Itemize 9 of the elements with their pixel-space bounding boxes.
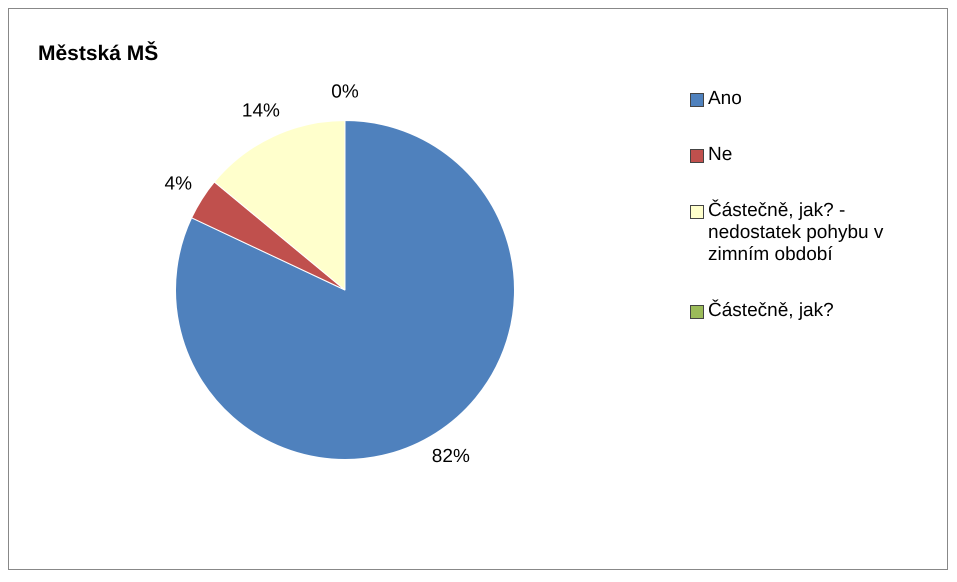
data-label: 4% [164, 173, 192, 194]
legend-label: Ano [708, 88, 742, 110]
data-label: 14% [242, 100, 280, 122]
legend-label: Ne [708, 144, 732, 166]
data-label: 82% [432, 446, 470, 467]
legend-label: Částečně, jak? - nedostatek pohybu v zimním období [708, 200, 884, 266]
legend-label: Částečně, jak? [708, 300, 834, 322]
chart-title: Městská MŠ [38, 42, 158, 66]
text: 0% [331, 82, 359, 103]
